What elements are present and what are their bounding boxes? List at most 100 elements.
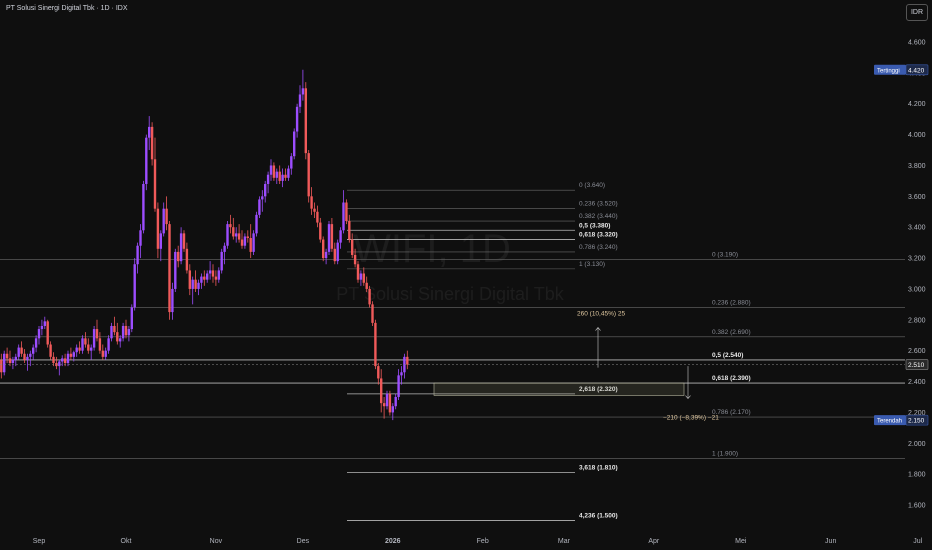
candle-body xyxy=(365,282,368,289)
candle-body xyxy=(200,276,203,283)
candle-body xyxy=(264,183,267,197)
candle-body xyxy=(139,230,142,246)
fib-level-label: 0.382 (2.690) xyxy=(712,329,751,336)
candle-body xyxy=(101,350,104,357)
candle-body xyxy=(119,338,122,342)
target-zone-box[interactable] xyxy=(433,382,685,396)
candle-body xyxy=(203,276,206,280)
chart-title: PT Solusi Sinergi Digital Tbk · 1D · IDX xyxy=(6,5,128,12)
candle-body xyxy=(5,353,9,359)
candle-body xyxy=(208,270,212,274)
candle-body xyxy=(92,329,96,348)
x-tick-label: Mei xyxy=(735,538,747,545)
y-tick-label: 1.600 xyxy=(908,503,926,510)
candle-body xyxy=(246,236,249,239)
candle-body xyxy=(240,239,244,246)
candle-body xyxy=(177,251,180,262)
high-badge-label-bg xyxy=(874,64,906,75)
y-tick-label: 2.000 xyxy=(908,441,926,448)
candle-body xyxy=(258,199,261,215)
candle-body xyxy=(194,279,197,289)
x-tick-label: 2026 xyxy=(385,538,401,545)
candle-body xyxy=(23,353,26,360)
watermark: WIFI, 1D PT Solusi Sinergi Digital Tbk xyxy=(336,227,564,304)
candle-body xyxy=(66,353,70,364)
candle-body xyxy=(52,356,55,364)
candle-body xyxy=(293,131,296,157)
candle-body xyxy=(145,137,148,184)
fib-level-label: 1 (3.130) xyxy=(579,261,605,268)
currency-button[interactable]: IDR xyxy=(906,4,928,21)
candle-body xyxy=(148,126,151,138)
y-tick-label: 2.600 xyxy=(908,348,926,355)
candle-body xyxy=(374,322,377,367)
candle-body xyxy=(385,393,389,407)
low-badge-label-bg xyxy=(874,415,906,426)
candle-body xyxy=(159,233,162,249)
y-tick-label: 4.200 xyxy=(908,101,926,108)
fib-level-label: 0.236 (2.880) xyxy=(712,299,751,306)
candle-body xyxy=(336,242,339,262)
y-tick-label: 4.000 xyxy=(908,132,926,139)
candle-body xyxy=(11,359,15,364)
fib-level-label: 0,5 (2.540) xyxy=(712,352,743,359)
x-tick-label: Nov xyxy=(210,538,223,545)
fib-level-label: 0,618 (3.320) xyxy=(579,232,618,239)
candle-body xyxy=(61,358,64,362)
candle-body xyxy=(397,375,400,397)
y-tick-label: 2.800 xyxy=(908,317,926,324)
candle-body xyxy=(371,304,374,323)
candle-body xyxy=(380,378,383,404)
candle-body xyxy=(0,359,3,373)
candle-body xyxy=(243,236,247,246)
fib-level-label: 4,236 (1.500) xyxy=(579,512,618,519)
x-tick-label: Des xyxy=(297,538,310,545)
candle-body xyxy=(124,325,128,336)
y-tick-label: 3.800 xyxy=(908,163,926,170)
candle-body xyxy=(298,94,302,107)
candle-body xyxy=(272,165,276,178)
candle-body xyxy=(319,222,322,240)
candle-body xyxy=(162,208,165,234)
candle-body xyxy=(32,347,35,354)
candle-body xyxy=(87,344,90,351)
candle-body xyxy=(220,251,223,271)
y-tick-label: 2.200 xyxy=(908,410,926,417)
last-price-badge-value-bg xyxy=(905,359,929,370)
candle-body xyxy=(290,156,293,169)
measure-up-arrow xyxy=(595,327,601,331)
candle-body xyxy=(255,214,258,234)
candle-body xyxy=(214,276,218,280)
x-tick-label: Apr xyxy=(648,538,660,545)
candle-body xyxy=(20,347,23,354)
candle-body xyxy=(90,347,93,351)
candle-body xyxy=(359,273,363,280)
candle-body xyxy=(339,230,342,243)
fib-level-label: 0.382 (3.440) xyxy=(579,213,618,220)
fib-level-label: 2,618 (2.320) xyxy=(579,386,618,393)
zone-layer xyxy=(433,382,685,396)
candle-body xyxy=(165,208,168,225)
candle-body xyxy=(63,358,67,364)
fib-level-label: 0,5 (3.380) xyxy=(579,222,610,229)
candle-body xyxy=(110,325,113,339)
candle-body xyxy=(72,352,75,357)
fib-level-label: 0 (3.640) xyxy=(579,182,605,189)
candle-body xyxy=(98,338,102,351)
candle-body xyxy=(58,361,61,367)
candle-body xyxy=(14,356,17,360)
candle-body xyxy=(406,356,409,365)
candle-body xyxy=(304,88,307,154)
measure-layer: 260 (10,45%) 25 −210 (−8,39%) −21 xyxy=(0,311,905,422)
candle-body xyxy=(168,224,171,313)
x-tick-label: Feb xyxy=(477,538,489,545)
y-tick-label: 2.400 xyxy=(908,379,926,386)
candle-body xyxy=(388,393,392,413)
candle-body xyxy=(237,233,241,240)
x-tick-label: Sep xyxy=(33,538,46,545)
watermark-name: PT Solusi Sinergi Digital Tbk xyxy=(336,284,564,304)
fib-level-label: 0 (3.190) xyxy=(712,252,738,259)
candle-body xyxy=(150,126,154,160)
candle-body xyxy=(49,344,52,357)
